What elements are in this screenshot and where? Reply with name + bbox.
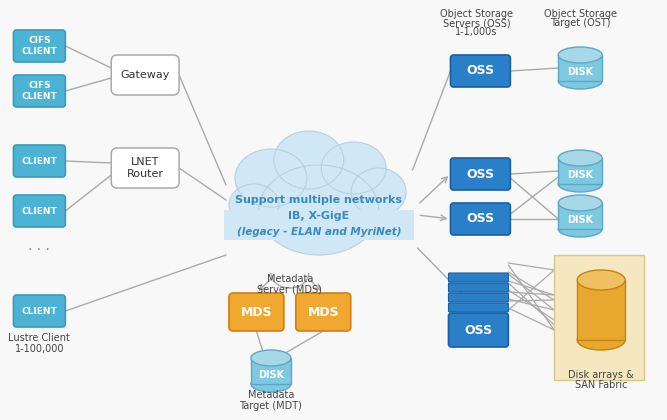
Ellipse shape [235, 149, 307, 207]
Text: · · ·: · · · [29, 243, 50, 257]
Text: 1-100,000: 1-100,000 [15, 344, 64, 354]
Text: OSS: OSS [466, 213, 494, 226]
Text: Support multiple networks: Support multiple networks [235, 195, 402, 205]
Text: CIFS
CLIENT: CIFS CLIENT [21, 81, 57, 101]
Bar [554, 255, 644, 380]
FancyBboxPatch shape [448, 283, 508, 292]
Text: Metadata: Metadata [247, 390, 294, 400]
Ellipse shape [251, 376, 291, 392]
Ellipse shape [352, 168, 406, 216]
Text: MDS: MDS [241, 305, 272, 318]
Text: Target (OST): Target (OST) [550, 18, 610, 28]
Text: Servers (OSS): Servers (OSS) [443, 18, 510, 28]
FancyBboxPatch shape [448, 313, 508, 347]
Ellipse shape [558, 47, 602, 63]
FancyBboxPatch shape [296, 293, 351, 331]
Text: DISK: DISK [567, 170, 593, 180]
Ellipse shape [224, 210, 414, 240]
Text: OSS: OSS [466, 168, 494, 181]
Ellipse shape [259, 165, 379, 255]
FancyBboxPatch shape [448, 293, 508, 302]
Ellipse shape [577, 270, 625, 290]
Bar [251, 358, 291, 384]
FancyBboxPatch shape [450, 55, 510, 87]
Text: OSS: OSS [466, 65, 494, 78]
Ellipse shape [558, 221, 602, 237]
Text: CLIENT: CLIENT [21, 207, 57, 215]
Bar [558, 203, 602, 229]
Text: Lustre Client: Lustre Client [9, 333, 70, 343]
Text: SAN Fabric: SAN Fabric [575, 380, 628, 390]
Ellipse shape [229, 184, 279, 226]
Bar [558, 55, 602, 81]
Ellipse shape [558, 73, 602, 89]
Text: Object Storage: Object Storage [544, 9, 617, 19]
Text: Disk arrays &: Disk arrays & [568, 370, 634, 380]
Text: Metadata: Metadata [267, 274, 313, 284]
FancyBboxPatch shape [13, 145, 65, 177]
Text: Object Storage: Object Storage [440, 9, 513, 19]
Text: DISK: DISK [567, 67, 593, 77]
Text: CIFS
CLIENT: CIFS CLIENT [21, 36, 57, 56]
FancyBboxPatch shape [450, 203, 510, 235]
Text: 1-1,000s: 1-1,000s [456, 27, 498, 37]
Ellipse shape [577, 330, 625, 350]
Ellipse shape [558, 195, 602, 211]
Text: DISK: DISK [258, 370, 284, 380]
FancyBboxPatch shape [13, 295, 65, 327]
Ellipse shape [558, 150, 602, 166]
Ellipse shape [321, 142, 386, 194]
Text: Server (MDS): Server (MDS) [257, 284, 322, 294]
Text: CLIENT: CLIENT [21, 157, 57, 165]
FancyBboxPatch shape [111, 148, 179, 188]
Text: LNET: LNET [131, 157, 159, 167]
Text: IB, X-GigE: IB, X-GigE [288, 211, 350, 221]
Bar [577, 280, 625, 340]
Text: Target (MDT): Target (MDT) [239, 401, 302, 411]
FancyBboxPatch shape [229, 293, 284, 331]
Text: DISK: DISK [567, 215, 593, 225]
Text: CLIENT: CLIENT [21, 307, 57, 315]
Bar [224, 210, 414, 240]
Ellipse shape [251, 350, 291, 366]
Text: Router: Router [127, 169, 163, 179]
FancyBboxPatch shape [448, 303, 508, 312]
Text: (legacy - ELAN and MyriNet): (legacy - ELAN and MyriNet) [237, 227, 401, 237]
FancyBboxPatch shape [13, 195, 65, 227]
FancyBboxPatch shape [450, 158, 510, 190]
FancyBboxPatch shape [13, 75, 65, 107]
FancyBboxPatch shape [448, 273, 508, 282]
Text: MDS: MDS [307, 305, 339, 318]
Ellipse shape [274, 131, 344, 189]
Text: Gateway: Gateway [121, 70, 170, 80]
Ellipse shape [558, 176, 602, 192]
FancyBboxPatch shape [13, 30, 65, 62]
Text: OSS: OSS [464, 323, 492, 336]
Bar [558, 158, 602, 184]
FancyBboxPatch shape [111, 55, 179, 95]
